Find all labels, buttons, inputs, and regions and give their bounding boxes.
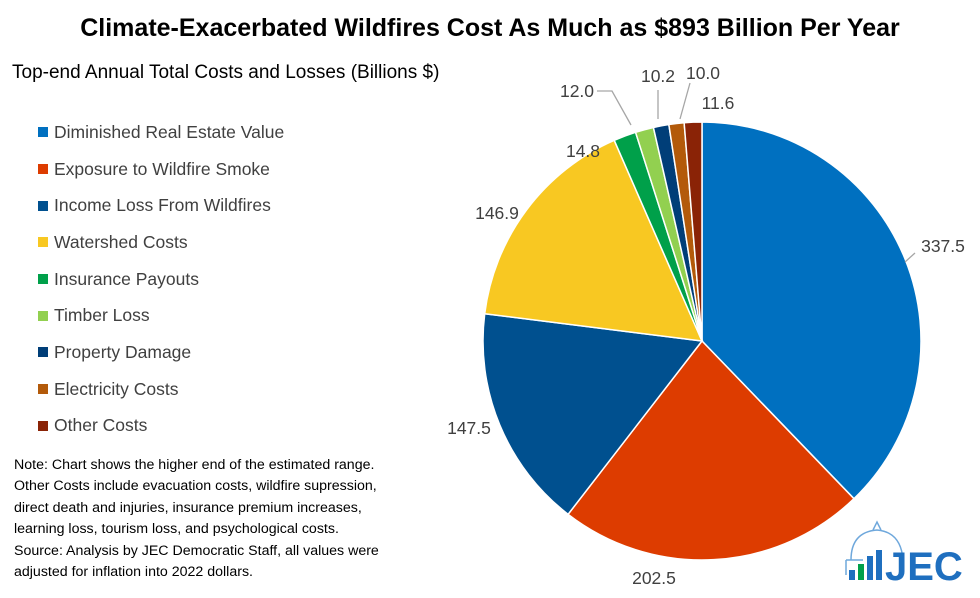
legend-item: Exposure to Wildfire Smoke: [38, 151, 284, 188]
legend-item: Watershed Costs: [38, 224, 284, 261]
data-label: 10.0: [686, 63, 720, 83]
legend-item: Electricity Costs: [38, 371, 284, 408]
legend-item: Diminished Real Estate Value: [38, 114, 284, 151]
data-label: 14.8: [566, 141, 600, 161]
legend-label: Electricity Costs: [54, 378, 179, 399]
legend-item: Property Damage: [38, 334, 284, 371]
legend-label: Other Costs: [54, 415, 148, 436]
note-line: Note: Chart shows the higher end of the …: [14, 457, 375, 473]
legend-item: Insurance Payouts: [38, 261, 284, 298]
pie-slice: [567, 339, 856, 561]
legend-label: Insurance Payouts: [54, 268, 199, 289]
legend-label: Exposure to Wildfire Smoke: [54, 158, 270, 179]
legend-item: Income Loss From Wildfires: [38, 187, 284, 224]
legend-label: Diminished Real Estate Value: [54, 121, 285, 142]
jec-logo: JEC: [845, 520, 963, 586]
legend-swatch: [38, 347, 48, 358]
chart-title: Climate-Exacerbated Wildfires Cost As Mu…: [80, 14, 900, 42]
pie-slice: [701, 121, 922, 500]
data-label: 147.5: [447, 418, 491, 438]
pie-slice: [482, 312, 704, 516]
data-label: 12.0: [560, 81, 594, 101]
chart-subtitle: Top-end Annual Total Costs and Losses (B…: [12, 62, 440, 83]
legend-label: Timber Loss: [54, 305, 150, 326]
legend-label: Property Damage: [54, 341, 192, 362]
leader-line: [679, 82, 691, 120]
data-label: 202.5: [632, 568, 676, 588]
legend-swatch: [38, 127, 48, 138]
chart-note: Note: Chart shows the higher end of the …: [14, 455, 474, 583]
note-line: learning loss, tourism loss, and psychol…: [14, 521, 339, 538]
pie-slice: [683, 121, 703, 342]
leader-line: [597, 90, 632, 126]
legend-swatch: [38, 164, 48, 175]
logo-text: JEC: [885, 545, 963, 586]
data-label: 10.2: [641, 66, 675, 86]
legend-swatch: [38, 237, 48, 248]
data-label: 337.5: [921, 236, 965, 256]
legend-swatch: [38, 200, 48, 211]
legend-label: Watershed Costs: [54, 231, 188, 252]
note-line: Other Costs include evacuation costs, wi…: [14, 478, 377, 495]
legend-item: Other Costs: [38, 408, 284, 445]
legend-label: Income Loss From Wildfires: [54, 195, 271, 216]
pie-slice: [483, 139, 704, 342]
data-label: 146.9: [475, 203, 519, 223]
data-label: 11.6: [702, 93, 735, 113]
legend-swatch: [38, 274, 48, 285]
leader-line: [904, 252, 916, 263]
legend-item: Timber Loss: [38, 297, 284, 334]
legend: Diminished Real Estate Value Exposure to …: [38, 114, 284, 444]
legend-swatch: [38, 310, 48, 321]
note-line: adjusted for inflation into 2022 dollars…: [14, 564, 253, 581]
legend-swatch: [38, 420, 48, 431]
note-line: Source: Analysis by JEC Democratic Staff…: [14, 542, 379, 559]
note-line: direct death and injuries, insurance pre…: [14, 499, 362, 516]
legend-swatch: [38, 384, 48, 395]
